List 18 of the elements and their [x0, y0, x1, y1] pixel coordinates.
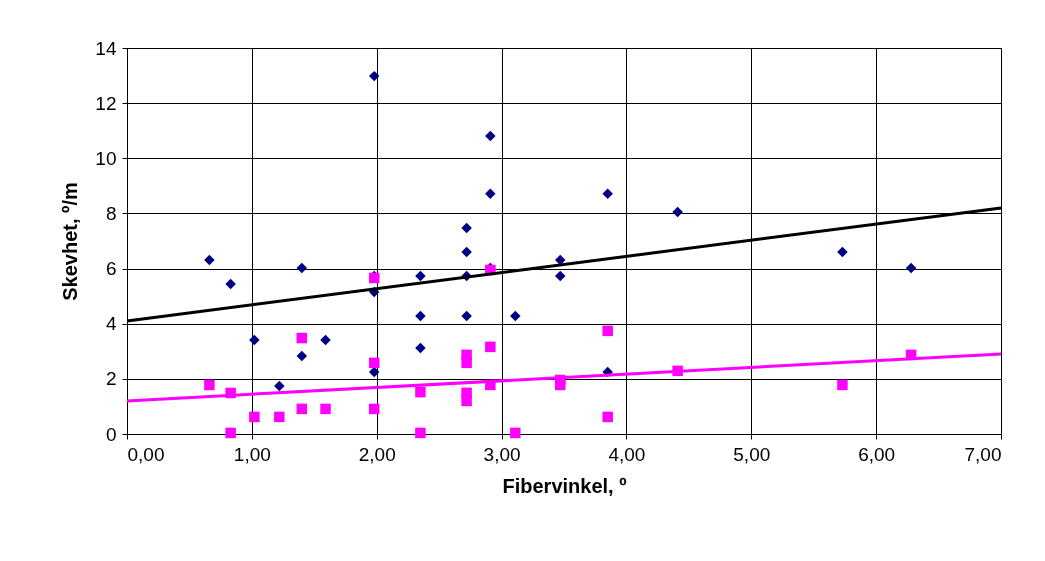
- x-tick-label: 2,00: [358, 443, 396, 465]
- y-tick-label: 8: [105, 202, 117, 224]
- x-tick-label: 3,00: [483, 443, 521, 465]
- x-axis-title: Fibervinkel, º: [502, 474, 627, 497]
- y-axis-title: Skevhet, º/m: [59, 182, 82, 301]
- x-tick-label: 1,00: [233, 443, 271, 465]
- y-tick-label: 2: [105, 368, 117, 390]
- y-tick-label: 10: [95, 147, 117, 169]
- y-tick-label: 12: [95, 92, 117, 114]
- x-tick-label: 0,00: [127, 443, 165, 465]
- y-tick-label: 0: [105, 423, 117, 445]
- y-tick-label: 4: [105, 313, 117, 335]
- x-tick-label: 6,00: [858, 443, 896, 465]
- y-tick-label: 14: [95, 37, 117, 59]
- x-tick-label: 4,00: [608, 443, 646, 465]
- x-tick-label: 5,00: [733, 443, 771, 465]
- x-tick-label: 7,00: [964, 443, 1002, 465]
- y-tick-label: 6: [105, 258, 117, 280]
